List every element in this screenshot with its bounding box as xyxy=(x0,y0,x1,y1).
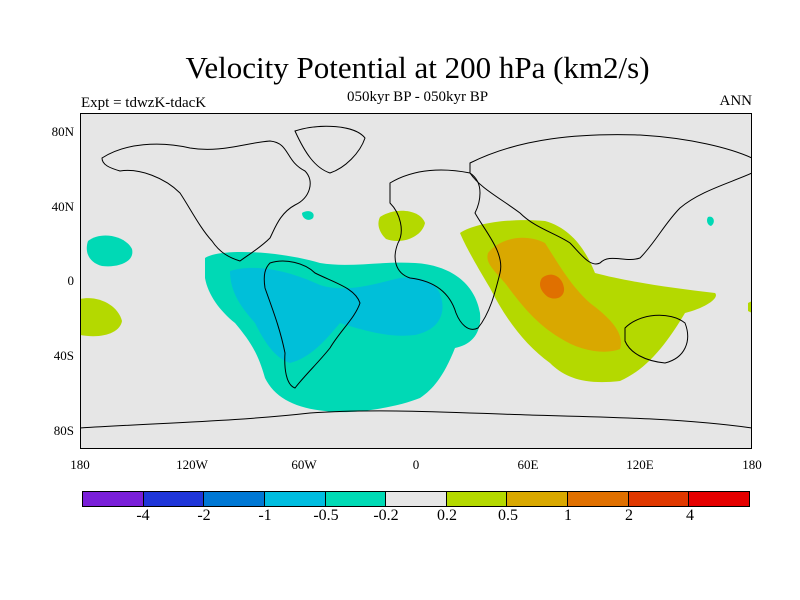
negative-region-mid xyxy=(230,267,443,363)
positive-region-south-pacific xyxy=(80,298,122,337)
colorbar-label: 0.5 xyxy=(498,507,518,524)
coast-greenland xyxy=(294,125,366,174)
coast-south-america xyxy=(263,260,361,389)
coast-north-america xyxy=(101,140,311,262)
coast-antarctica xyxy=(80,410,752,429)
chart-title: Velocity Potential at 200 hPa (km2/s) xyxy=(185,50,650,85)
positive-region-strong xyxy=(540,274,565,299)
negative-region-atl-small xyxy=(302,211,314,220)
colorbar-segment xyxy=(568,492,629,506)
x-tick-label: 120E xyxy=(626,457,654,472)
coast-australia xyxy=(624,314,689,364)
colorbar-label: 1 xyxy=(564,507,572,524)
x-tick-label: 60W xyxy=(291,457,317,472)
colorbar-label: -1 xyxy=(258,507,272,524)
velocity-potential-map xyxy=(80,113,752,449)
colorbar-segment xyxy=(689,492,750,506)
colorbar xyxy=(82,491,750,507)
x-tick-label: 120W xyxy=(176,457,208,472)
colorbar-segment xyxy=(446,492,508,506)
y-tick-label: 40S xyxy=(53,348,74,363)
x-tick-label: 180 xyxy=(70,457,90,472)
x-tick-label: 180 xyxy=(742,457,762,472)
coast-africa-europe xyxy=(389,169,502,330)
colorbar-label: -0.2 xyxy=(373,507,399,524)
y-tick-label: 0 xyxy=(67,273,75,288)
x-tick-label: 0 xyxy=(412,457,420,472)
colorbar-segment xyxy=(143,492,205,506)
coast-asia xyxy=(469,134,752,265)
experiment-label: Expt = tdwzK-tdacK xyxy=(81,95,207,111)
colorbar-label: -4 xyxy=(136,507,150,524)
colorbar-segment xyxy=(386,492,447,506)
colorbar-label: 0.2 xyxy=(437,507,457,524)
colorbar-label: 4 xyxy=(686,507,694,524)
colorbar-segment xyxy=(507,492,569,506)
colorbar-segment xyxy=(204,492,265,506)
y-tick-label: 40N xyxy=(51,199,74,214)
negative-region-pac-small xyxy=(707,216,714,226)
y-tick-label: 80N xyxy=(51,124,74,139)
x-tick-label: 60E xyxy=(517,457,539,472)
colorbar-segment xyxy=(325,492,387,506)
colorbar-label: -2 xyxy=(197,507,211,524)
colorbar-segment xyxy=(83,492,144,506)
coastlines xyxy=(80,125,752,429)
colorbar-label: -0.5 xyxy=(313,507,339,524)
map-frame xyxy=(80,113,752,449)
positive-region-north-africa xyxy=(378,210,425,242)
colorbar-label: 2 xyxy=(625,507,633,524)
colorbar-segment xyxy=(264,492,326,506)
colorbar-segment xyxy=(628,492,690,506)
negative-region-northpac xyxy=(86,235,133,267)
chart-subtitle: 050kyr BP - 050kyr BP xyxy=(346,89,489,105)
season-label: ANN xyxy=(719,93,753,109)
y-tick-label: 80S xyxy=(53,423,74,438)
